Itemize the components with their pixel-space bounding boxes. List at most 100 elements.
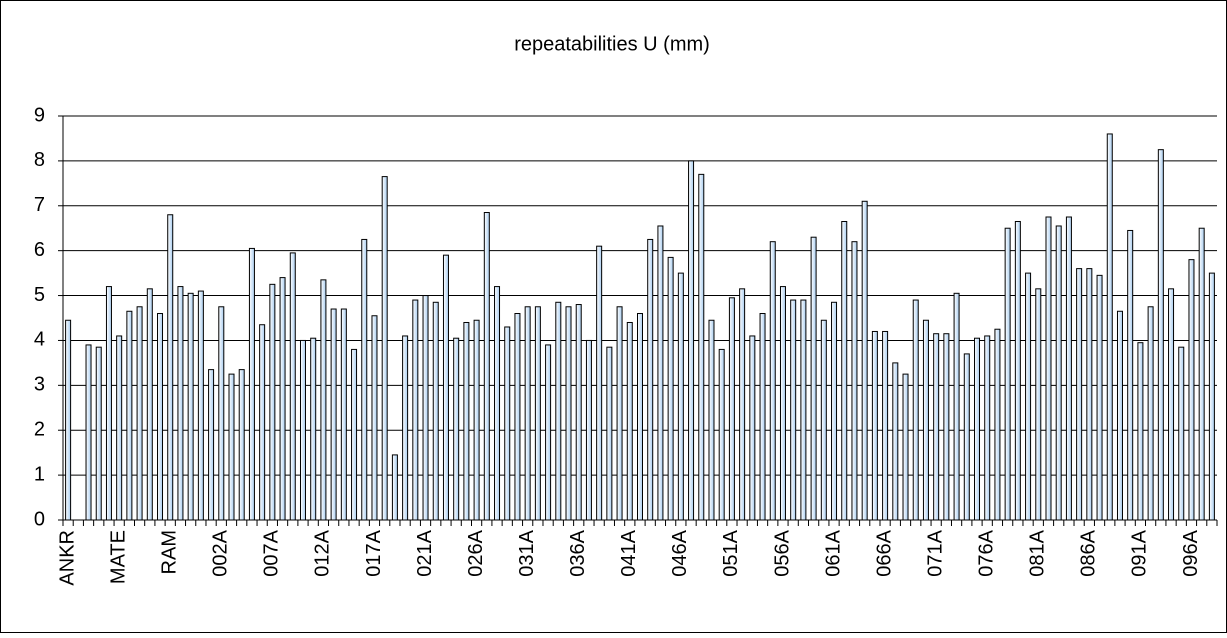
bar (208, 369, 215, 521)
bar (667, 256, 674, 521)
bar (749, 335, 756, 521)
x-tick-label: RAM (159, 530, 181, 574)
bar (728, 297, 735, 521)
bar (1198, 227, 1205, 521)
bar (688, 160, 695, 521)
bar (1208, 272, 1215, 521)
y-tick-label: 0 (34, 508, 45, 530)
bar (779, 286, 786, 521)
bar (269, 283, 276, 521)
bar (340, 308, 347, 521)
bar (1127, 229, 1134, 521)
bar (585, 339, 592, 521)
bar (718, 348, 725, 521)
bar (1188, 259, 1195, 521)
bar (1086, 268, 1093, 521)
bar (1004, 227, 1011, 521)
bar (1045, 216, 1052, 521)
y-tick-label: 4 (34, 329, 45, 351)
bar (616, 306, 623, 521)
bar (1065, 216, 1072, 521)
x-tick-label: 081A (1027, 529, 1049, 576)
bar (1178, 346, 1185, 521)
bar (473, 319, 480, 521)
x-tick-label: 031A (516, 529, 538, 576)
bar (1116, 310, 1123, 521)
bar (422, 295, 429, 521)
bar (984, 335, 991, 521)
bar (1168, 288, 1175, 521)
bar (228, 373, 235, 521)
bar (1106, 133, 1113, 521)
bar (575, 304, 582, 521)
bar (320, 279, 327, 521)
x-tick-label: 076A (976, 529, 998, 576)
x-tick-label: 091A (1129, 529, 1151, 576)
bar (259, 324, 266, 521)
chart-title: repeatabilities U (mm) (514, 33, 710, 55)
bar (1014, 220, 1021, 521)
bar (565, 306, 572, 521)
bar (606, 346, 613, 521)
bar (187, 292, 194, 521)
x-tick-label: 021A (414, 529, 436, 576)
bar (514, 313, 521, 521)
bar (943, 333, 950, 521)
bar (494, 286, 501, 521)
bar (167, 214, 174, 521)
bar (698, 173, 705, 521)
bar (831, 301, 838, 521)
x-tick-label: MATE (107, 530, 129, 584)
bar (1076, 268, 1083, 521)
bar (85, 344, 92, 521)
bar (391, 454, 398, 521)
bar (892, 362, 899, 521)
bar (759, 313, 766, 521)
bar (218, 306, 225, 521)
bar (146, 288, 153, 521)
y-tick-label: 1 (34, 463, 45, 485)
x-tick-label: 061A (822, 529, 844, 576)
bar (647, 238, 654, 521)
bar (105, 286, 112, 521)
bar (974, 337, 981, 521)
bar (596, 245, 603, 521)
bar (677, 272, 684, 521)
bar (994, 328, 1001, 521)
x-tick-label: 017A (363, 529, 385, 576)
bar (841, 220, 848, 521)
bar (1096, 274, 1103, 521)
bar (871, 330, 878, 521)
bar (922, 319, 929, 521)
bar (820, 319, 827, 521)
bar (790, 299, 797, 521)
y-tick-label: 2 (34, 419, 45, 441)
x-tick-label: 002A (210, 529, 232, 576)
bar (861, 200, 868, 521)
bar (912, 299, 919, 521)
bar (1025, 272, 1032, 521)
bar (1157, 149, 1164, 521)
x-tick-label: 041A (618, 529, 640, 576)
bar (361, 238, 368, 521)
x-tick-label: 056A (771, 529, 793, 576)
bar (626, 321, 633, 521)
y-tick-label: 5 (34, 284, 45, 306)
bar (739, 288, 746, 521)
y-tick-label: 6 (34, 239, 45, 261)
bar (279, 277, 286, 521)
bar (534, 306, 541, 521)
bar (637, 313, 643, 521)
bar (1147, 306, 1154, 521)
x-tick-label: ANKR (56, 530, 78, 586)
bar (238, 369, 245, 521)
bar (453, 337, 460, 521)
x-tick-label: 007A (261, 529, 283, 576)
x-tick-label: 071A (924, 529, 946, 576)
bar (289, 252, 296, 521)
bar (810, 236, 817, 521)
bar (299, 339, 306, 521)
bar (157, 313, 164, 521)
bar (882, 330, 889, 521)
